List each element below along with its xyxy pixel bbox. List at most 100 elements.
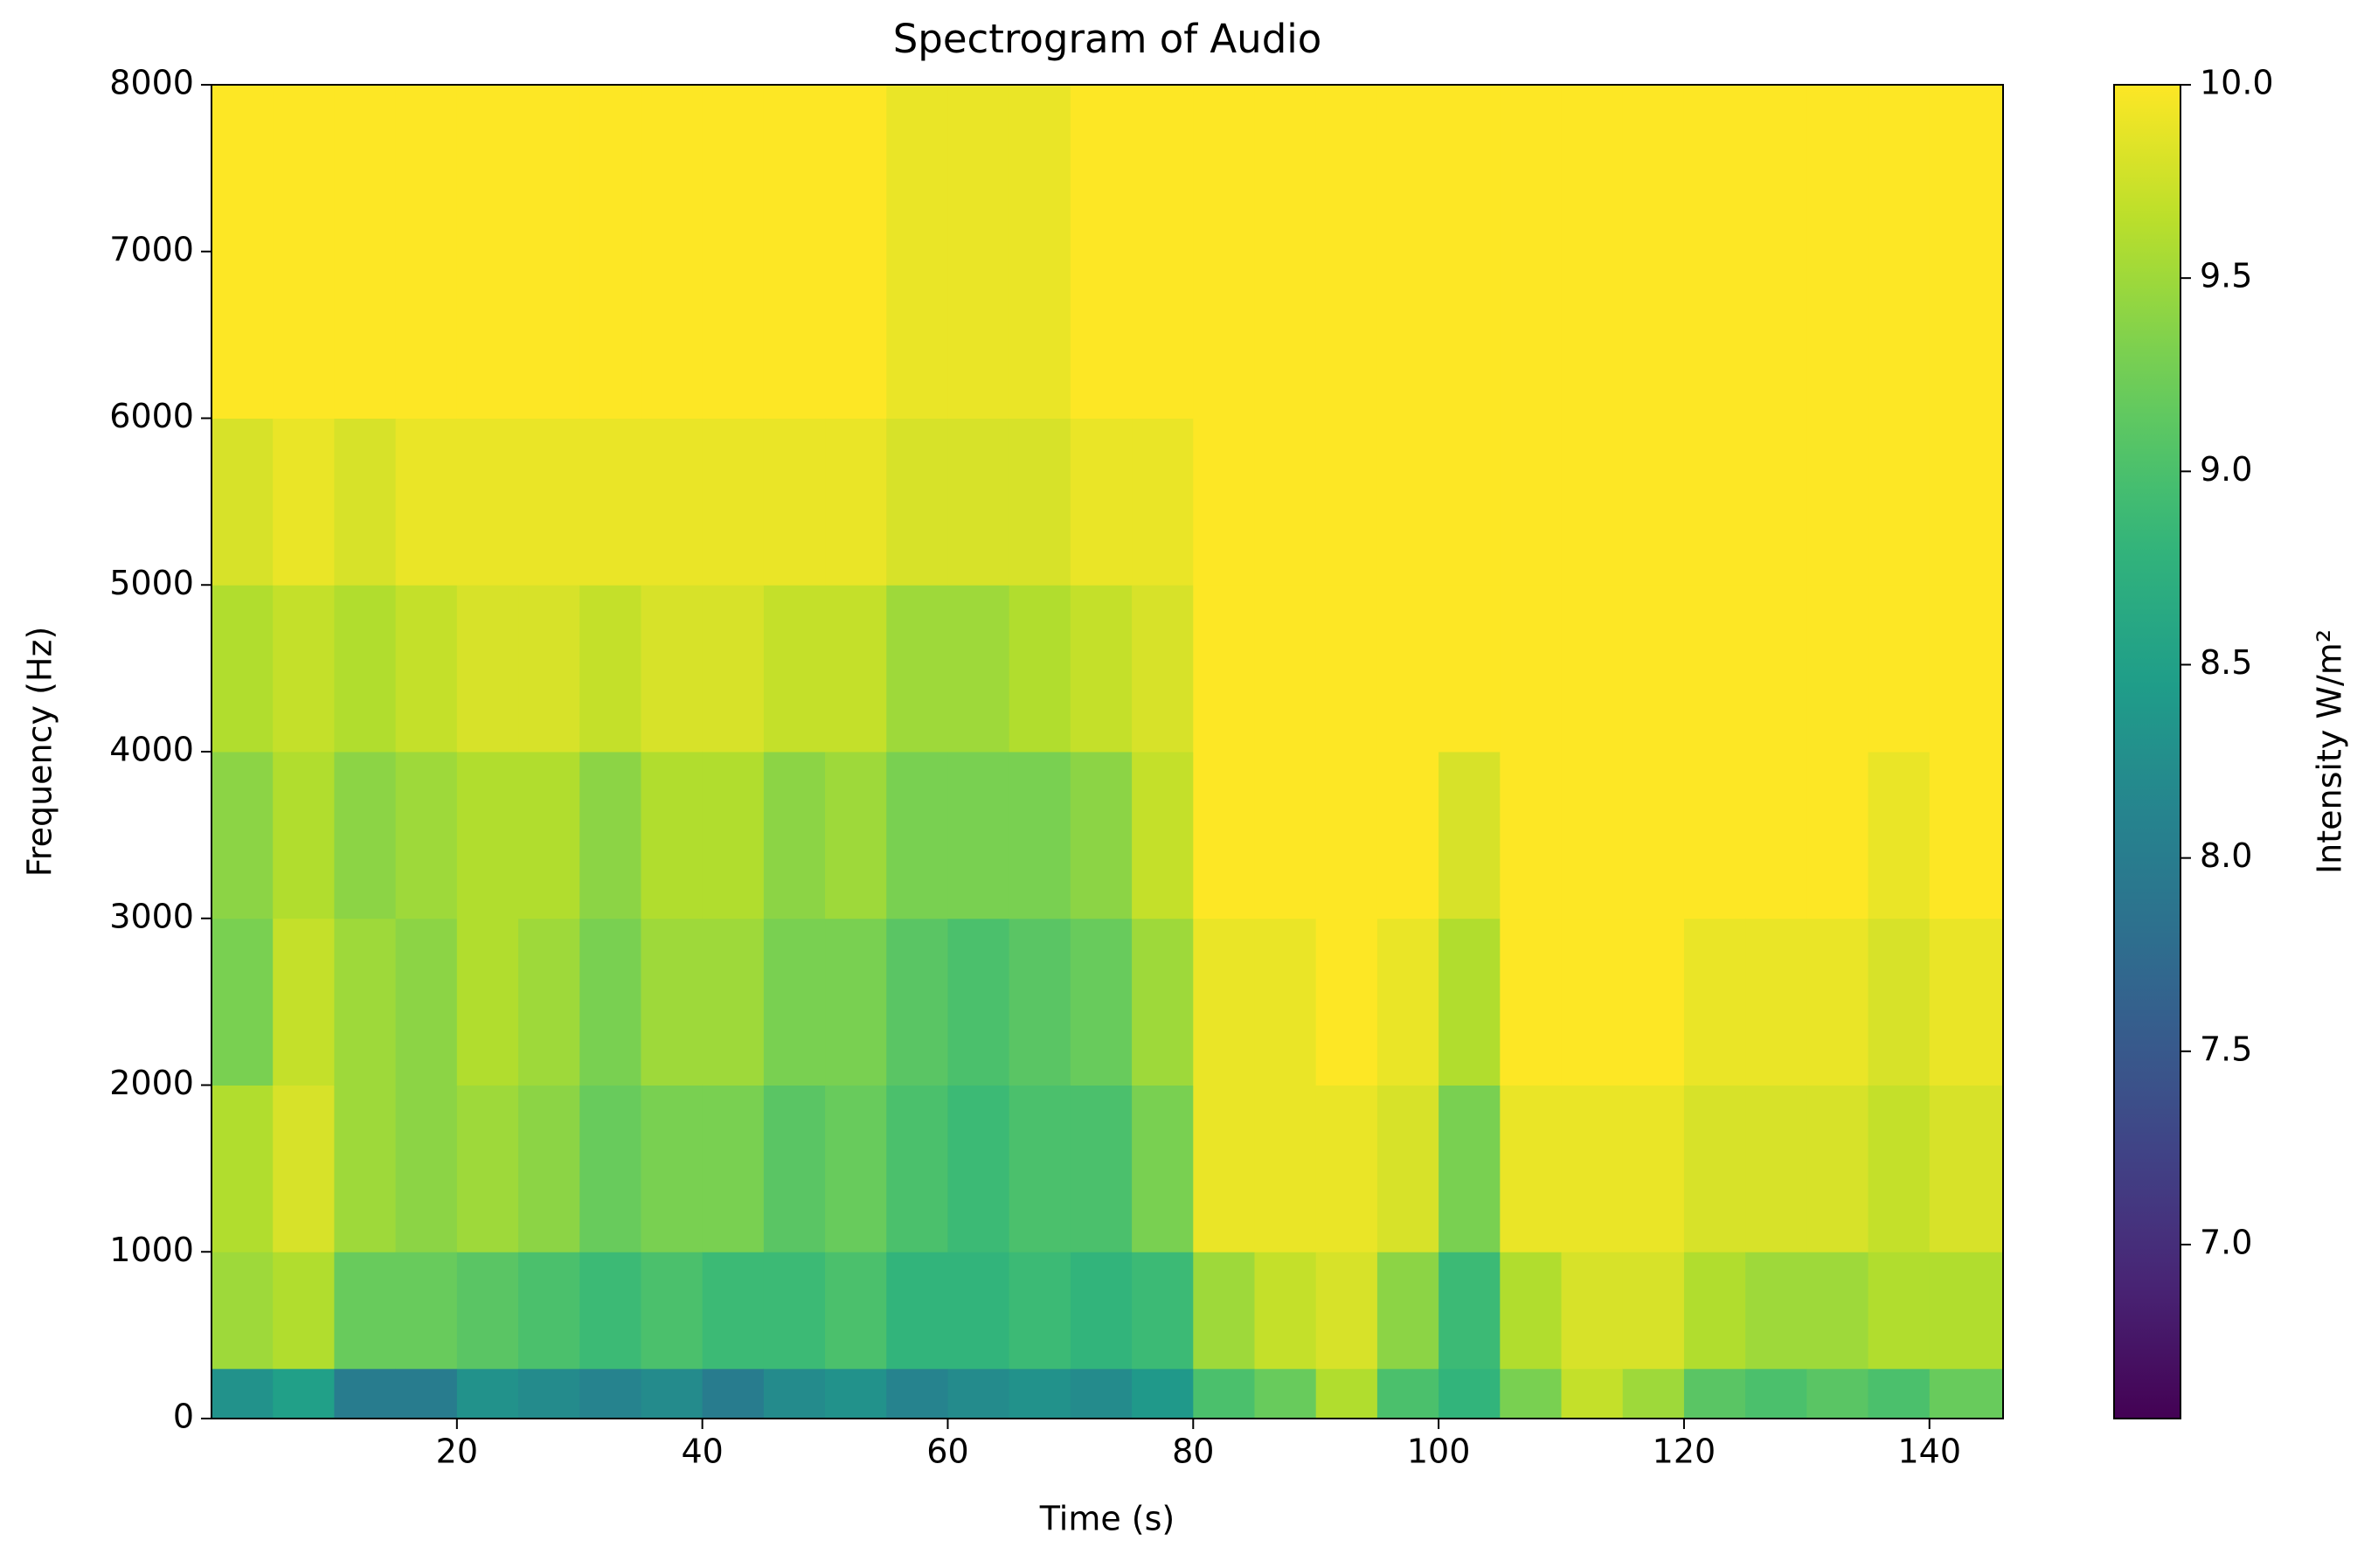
heat-cell xyxy=(1622,1085,1685,1252)
heat-cell xyxy=(1561,918,1624,1086)
heat-cell xyxy=(702,1085,765,1252)
heat-cell xyxy=(1070,752,1133,919)
heat-cell xyxy=(1500,585,1563,753)
heat-cell xyxy=(1929,752,2004,919)
colorbar-label: Intensity W/m² xyxy=(2311,629,2349,874)
heat-cell xyxy=(1745,918,1807,1086)
heat-cell xyxy=(456,585,519,753)
heat-cell xyxy=(211,1252,274,1370)
heat-cell xyxy=(1806,918,1869,1086)
heat-cell xyxy=(702,585,765,753)
heat-cell xyxy=(1254,752,1317,919)
heat-cell xyxy=(825,918,887,1086)
heat-cell xyxy=(456,918,519,1086)
heat-cell xyxy=(1254,85,1317,419)
heat-cell xyxy=(1376,85,1439,419)
heat-cell xyxy=(1745,752,1807,919)
heat-cell xyxy=(1806,752,1869,919)
x-tick-label: 120 xyxy=(1653,1433,1716,1471)
heat-cell xyxy=(1193,585,1255,753)
heat-cell xyxy=(273,1252,335,1370)
heat-cell xyxy=(334,1085,397,1252)
heat-cell xyxy=(1376,918,1439,1086)
heat-cell xyxy=(1868,1368,1931,1419)
heat-cell xyxy=(1622,418,1685,586)
heat-cell xyxy=(518,752,580,919)
x-tick-label: 40 xyxy=(681,1433,723,1471)
heat-cell xyxy=(825,752,887,919)
heat-cell xyxy=(1561,585,1624,753)
heat-cell xyxy=(1070,1252,1133,1370)
heat-cell xyxy=(273,85,335,419)
heat-cell xyxy=(1745,85,1807,419)
heat-cell xyxy=(1868,1252,1931,1370)
heat-cell xyxy=(579,1085,641,1252)
heat-cell xyxy=(1070,85,1133,419)
heat-cell xyxy=(947,752,1010,919)
heat-cell xyxy=(1315,752,1378,919)
heat-cell xyxy=(641,1368,704,1419)
heat-cell xyxy=(1376,585,1439,753)
heat-cell xyxy=(641,752,704,919)
heat-cell xyxy=(1376,1085,1439,1252)
heat-cell xyxy=(1868,1085,1931,1252)
x-tick-label: 100 xyxy=(1407,1433,1471,1471)
heat-cell xyxy=(886,85,948,419)
heat-cell xyxy=(1132,1085,1194,1252)
heat-cell xyxy=(579,1252,641,1370)
heat-cell xyxy=(825,1085,887,1252)
colorbar-tick-label: 9.5 xyxy=(2200,257,2252,295)
heat-cell xyxy=(1561,85,1624,419)
heat-cell xyxy=(1683,918,1746,1086)
heat-cell xyxy=(518,1085,580,1252)
heat-cell xyxy=(1561,752,1624,919)
colorbar-tick-label: 9.0 xyxy=(2200,450,2252,489)
heat-cell xyxy=(1132,1252,1194,1370)
y-tick-label: 0 xyxy=(173,1398,194,1436)
heat-cell xyxy=(1500,1368,1563,1419)
y-tick-label: 7000 xyxy=(109,230,194,268)
heat-cell xyxy=(1868,418,1931,586)
heat-cell xyxy=(1500,752,1563,919)
heat-cell xyxy=(1683,1085,1746,1252)
heat-cell xyxy=(395,918,458,1086)
heat-cell xyxy=(1132,585,1194,753)
colorbar-tick-label: 7.0 xyxy=(2200,1223,2252,1261)
heat-cell xyxy=(1622,1368,1685,1419)
heat-cell xyxy=(1500,85,1563,419)
heat-cell xyxy=(579,918,641,1086)
heat-cell xyxy=(1745,1368,1807,1419)
heat-cell xyxy=(1439,918,1501,1086)
heat-cell xyxy=(518,1368,580,1419)
heat-cell xyxy=(1193,85,1255,419)
heat-cell xyxy=(334,85,397,419)
heat-cell xyxy=(1315,85,1378,419)
heat-cell xyxy=(1376,418,1439,586)
heat-cell xyxy=(1929,1252,2004,1370)
x-tick-label: 60 xyxy=(926,1433,968,1471)
heat-cell xyxy=(702,418,765,586)
heat-cell xyxy=(1806,85,1869,419)
heat-cell xyxy=(641,1085,704,1252)
heat-cell xyxy=(1009,1368,1071,1419)
heat-cell xyxy=(211,85,274,419)
heat-cell xyxy=(1500,418,1563,586)
heat-cell xyxy=(1745,1252,1807,1370)
heat-cell xyxy=(641,585,704,753)
heat-cell xyxy=(334,918,397,1086)
heat-cell xyxy=(1683,85,1746,419)
x-axis-label: Time (s) xyxy=(1039,1500,1175,1538)
heat-cell xyxy=(1315,418,1378,586)
heat-cell xyxy=(1315,1252,1378,1370)
heat-cell xyxy=(947,585,1010,753)
heat-cell xyxy=(1745,585,1807,753)
heat-cell xyxy=(886,1252,948,1370)
heat-cell xyxy=(518,1252,580,1370)
heat-cell xyxy=(1376,752,1439,919)
heat-cell xyxy=(1376,1368,1439,1419)
heat-cell xyxy=(1315,1368,1378,1419)
heat-cell xyxy=(579,85,641,419)
heat-cell xyxy=(1070,1368,1133,1419)
